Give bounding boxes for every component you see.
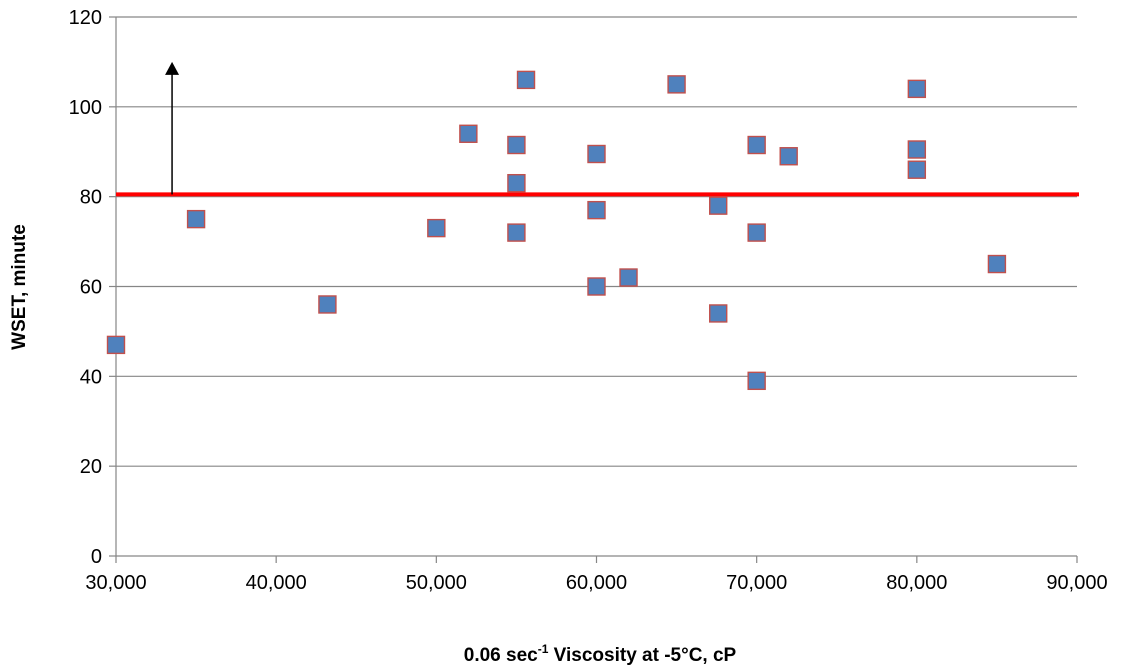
data-point xyxy=(747,371,766,391)
axes xyxy=(109,16,1078,563)
arrow-head xyxy=(165,61,180,75)
data-point xyxy=(907,160,927,179)
data-point xyxy=(747,135,766,155)
y-axis-title: WSET, minute xyxy=(9,224,30,350)
data-point xyxy=(507,223,526,242)
data-point xyxy=(507,135,526,155)
data-point xyxy=(709,304,728,323)
grid-lines xyxy=(116,16,1077,467)
data-point xyxy=(619,268,638,287)
x-axis-title-main: 0.06 sec xyxy=(464,645,538,666)
data-point xyxy=(587,277,606,296)
data-point xyxy=(747,223,766,242)
data-point xyxy=(186,209,206,229)
x-axis-title: 0.06 sec-1 Viscosity at -5°C, cP xyxy=(464,642,737,666)
arrow-group xyxy=(165,61,180,195)
x-axis-title-rest: Viscosity at -5°C, cP xyxy=(548,645,736,666)
data-point xyxy=(427,218,446,238)
data-point xyxy=(459,124,478,143)
y-tick-label: 0 xyxy=(91,546,102,568)
x-tick-label: 70,000 xyxy=(726,572,787,594)
y-tick-labels: 0 20 40 60 80 100 120 xyxy=(69,7,102,568)
y-tick-label: 40 xyxy=(80,366,102,388)
data-point xyxy=(667,75,686,94)
data-points xyxy=(106,70,1007,391)
y-tick-label: 60 xyxy=(80,277,102,299)
data-point xyxy=(516,70,536,90)
data-point xyxy=(709,196,728,215)
x-tick-label: 60,000 xyxy=(566,572,627,594)
data-point xyxy=(779,147,798,166)
data-point xyxy=(106,335,126,355)
data-point xyxy=(318,295,337,314)
x-tick-labels: 30,000 40,000 50,000 60,000 70,000 80,000 90,0… xyxy=(85,572,1107,594)
x-tick-label: 50,000 xyxy=(406,572,467,594)
data-point xyxy=(587,200,606,220)
x-tick-label: 90,000 xyxy=(1046,572,1107,594)
y-tick-label: 20 xyxy=(80,456,102,478)
data-point xyxy=(907,79,927,99)
data-point xyxy=(987,254,1007,274)
y-tick-label: 100 xyxy=(69,97,102,119)
y-tick-label: 80 xyxy=(80,187,102,209)
x-axis-title-superscript: -1 xyxy=(538,642,549,656)
y-tick-label: 120 xyxy=(69,7,102,29)
data-point xyxy=(507,173,526,193)
x-tick-label: 80,000 xyxy=(886,572,947,594)
data-point xyxy=(587,144,606,164)
x-tick-label: 40,000 xyxy=(246,572,307,594)
data-point xyxy=(907,140,927,159)
x-tick-label: 30,000 xyxy=(85,572,146,594)
